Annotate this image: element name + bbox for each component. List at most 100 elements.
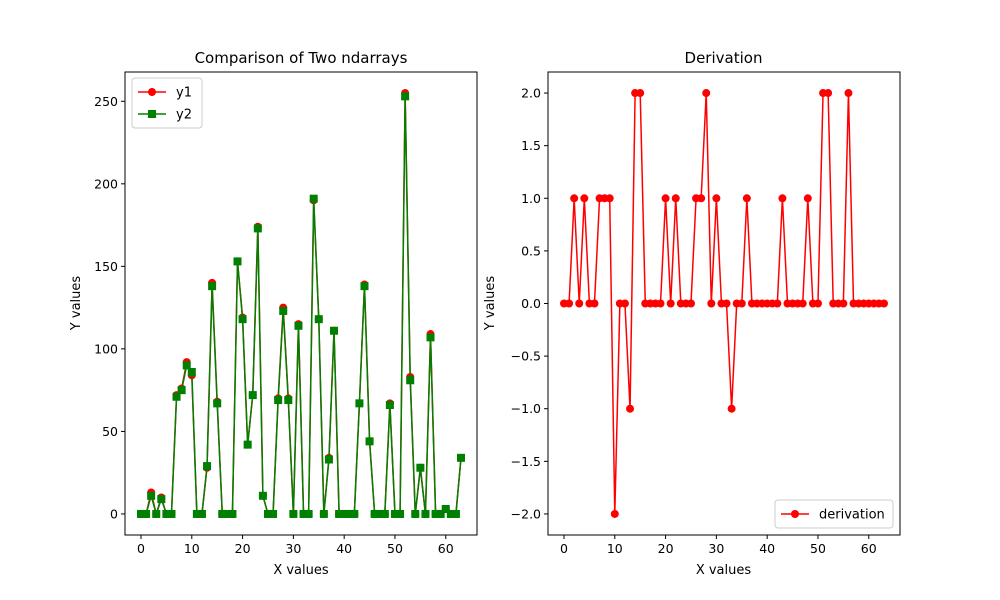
data-point: [324, 455, 333, 464]
data-point: [441, 505, 450, 514]
data-point: [238, 315, 247, 324]
data-point: [844, 89, 853, 98]
y-tick-label: −0.5: [511, 349, 541, 364]
data-point: [162, 509, 171, 518]
data-point: [243, 440, 252, 449]
data-point: [431, 509, 440, 518]
data-point: [360, 282, 369, 291]
x-tick-label: 10: [184, 541, 200, 556]
data-point: [636, 89, 645, 98]
data-point: [702, 89, 711, 98]
data-point: [590, 299, 599, 308]
data-point: [436, 509, 445, 518]
x-tick-label: 50: [387, 541, 403, 556]
data-point: [610, 509, 619, 518]
legend-entry: y2: [138, 108, 192, 123]
data-point: [451, 509, 460, 518]
data-point: [279, 306, 288, 315]
data-point: [396, 509, 405, 518]
data-point: [426, 333, 435, 342]
data-point: [798, 299, 807, 308]
data-point: [580, 194, 589, 203]
data-point: [773, 299, 782, 308]
series-line: [141, 95, 462, 515]
data-point: [340, 509, 349, 518]
x-tick-label: 30: [285, 541, 301, 556]
series-y2: [137, 92, 465, 518]
data-point: [401, 92, 410, 101]
data-point: [187, 368, 196, 377]
data-point: [416, 463, 425, 472]
y-tick-label: 200: [94, 176, 118, 191]
data-point: [880, 299, 888, 308]
data-point: [742, 194, 751, 203]
data-point: [208, 282, 217, 291]
y-tick-label: 0: [110, 506, 118, 521]
data-point: [722, 299, 731, 308]
data-point: [269, 509, 278, 518]
x-tick-label: 40: [759, 541, 775, 556]
x-tick-label: 20: [235, 541, 251, 556]
data-point: [284, 396, 293, 405]
data-point: [737, 299, 746, 308]
data-point: [421, 509, 430, 518]
data-point: [671, 194, 680, 203]
data-point: [314, 315, 323, 324]
data-point: [182, 361, 191, 370]
y-tick-label: 150: [94, 259, 118, 274]
x-tick-label: 50: [810, 541, 826, 556]
legend: derivation: [774, 499, 894, 529]
x-tick-label: 30: [708, 541, 724, 556]
data-point: [319, 509, 328, 518]
chart-comparison: Comparison of Two ndarrays X values Y va…: [69, 49, 478, 578]
data-point: [157, 495, 166, 504]
data-point: [605, 194, 614, 203]
x-tick-label: 20: [658, 541, 674, 556]
legend-marker: [148, 110, 156, 118]
y-tick-label: 0.5: [521, 243, 541, 258]
x-tick-label: 0: [560, 541, 568, 556]
data-point: [565, 299, 574, 308]
y-tick-label: 1.5: [521, 138, 541, 153]
y-axis-label: Y values: [483, 276, 498, 332]
x-tick-label: 40: [336, 541, 352, 556]
data-point: [289, 509, 298, 518]
data-point: [813, 299, 822, 308]
y-tick-label: 100: [94, 341, 118, 356]
data-point: [309, 194, 318, 203]
y-tick-label: −1.5: [511, 454, 541, 469]
data-point: [661, 194, 670, 203]
legend-box: [774, 499, 894, 529]
chart-derivation: Derivation X values Y values 0 10 20 30 40 50…: [483, 49, 901, 578]
y-tick-label: 250: [94, 94, 118, 109]
data-point: [707, 299, 716, 308]
data-point: [406, 376, 415, 385]
data-point: [626, 404, 635, 413]
data-point: [177, 386, 186, 395]
data-point: [258, 491, 267, 500]
data-point: [299, 509, 308, 518]
data-point: [370, 509, 379, 518]
data-point: [192, 509, 201, 518]
data-point: [656, 299, 665, 308]
data-point: [365, 437, 374, 446]
legend-label: y1: [176, 86, 192, 101]
data-point: [147, 491, 156, 500]
data-point: [294, 321, 303, 330]
axes-frame: [124, 71, 478, 536]
data-point: [839, 299, 848, 308]
data-point: [233, 257, 242, 266]
data-point: [570, 194, 579, 203]
chart-title: Derivation: [685, 49, 763, 67]
legend-label: derivation: [819, 508, 885, 523]
x-tick-label: 60: [861, 541, 877, 556]
data-point: [803, 194, 812, 203]
data-point: [335, 509, 344, 518]
y-tick-label: 1.0: [521, 191, 541, 206]
data-point: [355, 399, 364, 408]
x-axis-label: X values: [273, 563, 329, 578]
data-point: [575, 299, 584, 308]
data-point: [686, 299, 695, 308]
